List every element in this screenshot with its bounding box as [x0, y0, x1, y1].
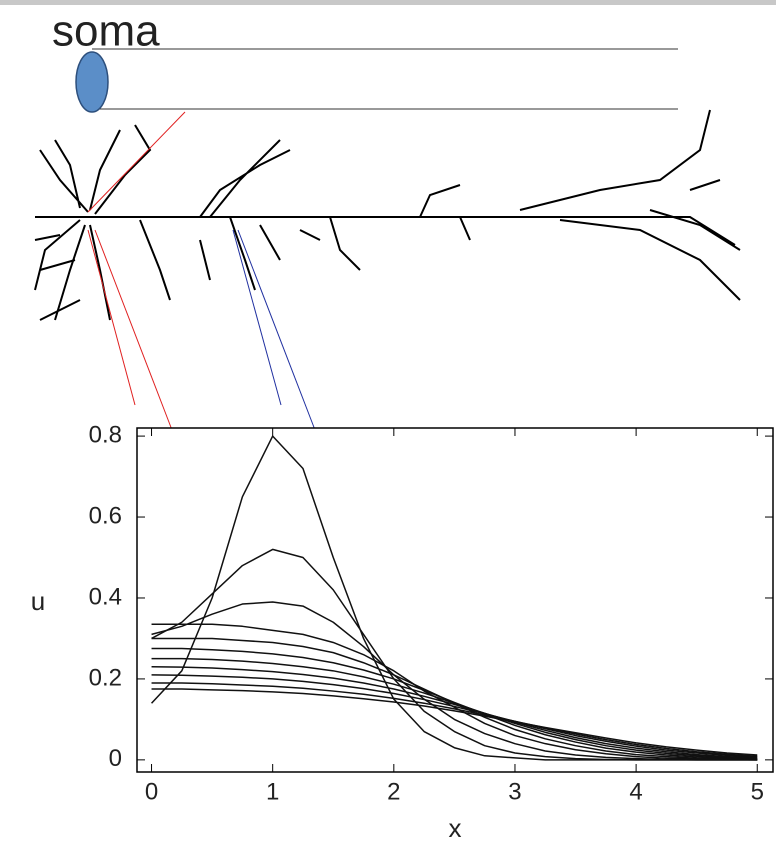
y-tick-label: 0.6 [89, 502, 122, 529]
x-tick-label: 4 [629, 778, 642, 805]
red-line [87, 111, 186, 213]
soma-label: soma [52, 7, 160, 56]
curve [151, 623, 758, 761]
blue-line [232, 229, 282, 406]
curve [151, 674, 758, 758]
red-line [87, 229, 136, 406]
y-tick-label: 0.2 [89, 664, 122, 691]
neuron-drawing [34, 109, 741, 321]
y-tick-label: 0.8 [89, 421, 122, 448]
projection-lines [87, 111, 316, 431]
curve [151, 688, 758, 756]
x-tick-label: 5 [751, 778, 764, 805]
x-tick-label: 1 [266, 778, 279, 805]
curve [151, 666, 758, 759]
y-axis-label: u [31, 586, 45, 616]
plot-frame [136, 427, 774, 773]
curve [151, 601, 758, 761]
curve [151, 657, 758, 760]
red-line [94, 229, 173, 431]
x-tick-label: 3 [508, 778, 521, 805]
curve [151, 647, 758, 760]
y-tick-label: 0 [109, 745, 122, 772]
slide-border [0, 0, 776, 5]
curve [151, 682, 758, 757]
y-tick-label: 0.4 [89, 583, 122, 610]
x-tick-label: 2 [387, 778, 400, 805]
soma [75, 51, 109, 113]
x-axis-label: x [449, 813, 462, 843]
x-tick-label: 0 [145, 778, 158, 805]
blue-line [237, 229, 316, 431]
